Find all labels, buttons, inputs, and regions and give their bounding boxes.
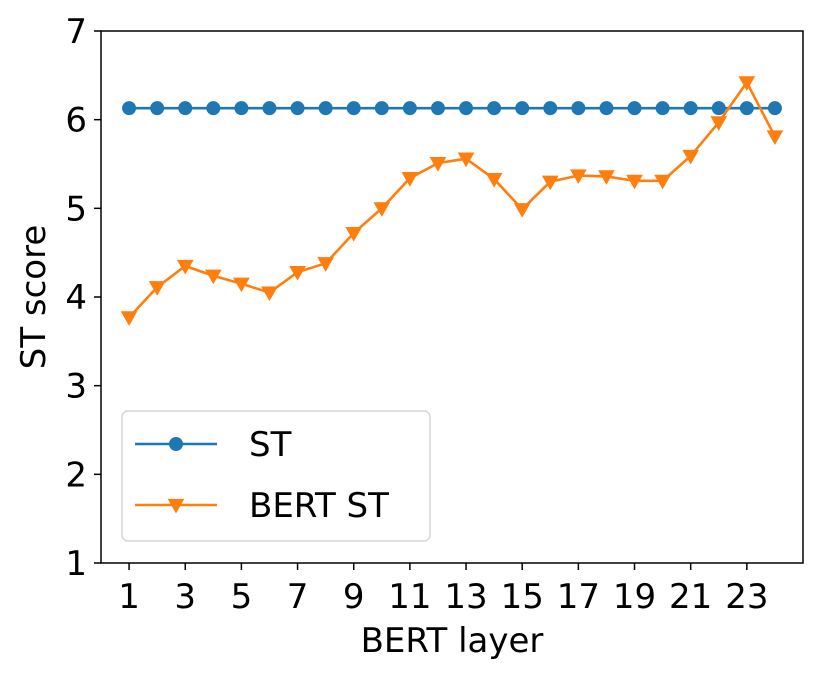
legend-item: ST <box>135 425 292 465</box>
data-point <box>373 202 391 217</box>
x-tick-label: 13 <box>444 577 487 617</box>
data-point <box>569 169 587 185</box>
data-point <box>457 152 475 168</box>
x-axis-title: BERT layer <box>361 621 544 661</box>
data-point <box>738 76 756 91</box>
y-tick-label: 4 <box>65 278 87 318</box>
data-point <box>429 156 447 172</box>
series-bert-st <box>120 76 784 326</box>
data-point <box>345 227 363 242</box>
data-point <box>120 311 138 326</box>
data-point <box>317 257 335 272</box>
data-point <box>571 101 586 116</box>
x-tick-label: 7 <box>287 577 309 617</box>
data-point <box>261 286 278 302</box>
data-point <box>654 174 671 190</box>
data-point <box>710 116 728 131</box>
x-tick-label: 3 <box>174 577 196 617</box>
data-point <box>766 130 784 146</box>
data-point <box>290 101 305 116</box>
data-point <box>289 266 306 281</box>
data-point <box>206 101 221 116</box>
x-tick-label: 21 <box>669 577 712 617</box>
data-point <box>233 277 250 293</box>
y-tick-label: 5 <box>65 189 87 229</box>
x-tick-label: 15 <box>501 577 544 617</box>
x-tick-label: 9 <box>343 577 365 617</box>
legend-label: BERT ST <box>249 486 389 526</box>
data-point <box>682 149 700 165</box>
y-tick-label: 3 <box>65 367 87 407</box>
data-point <box>739 101 754 116</box>
data-point <box>655 101 670 116</box>
x-tick-label: 11 <box>388 577 431 617</box>
x-axis: 1 3 5 7 9 11 13 15 17 19 21 23 <box>118 563 768 617</box>
plot-frame <box>100 30 804 564</box>
data-point <box>262 101 277 116</box>
data-point <box>543 101 558 116</box>
data-point <box>711 101 726 116</box>
legend-marker <box>169 437 183 451</box>
x-tick-label: 23 <box>725 577 768 617</box>
data-point <box>487 101 502 116</box>
series-layer <box>120 76 784 326</box>
data-point <box>541 175 559 191</box>
series-line <box>128 81 777 319</box>
data-point <box>598 170 615 185</box>
legend-item: BERT ST <box>135 486 389 526</box>
series-st <box>122 101 782 116</box>
y-tick-label: 2 <box>65 455 87 495</box>
data-point <box>234 101 249 116</box>
x-tick-label: 1 <box>118 577 140 617</box>
y-tick-label: 1 <box>65 544 87 584</box>
data-point <box>430 101 445 116</box>
data-point <box>176 259 194 275</box>
data-point <box>346 101 361 116</box>
data-point <box>204 269 222 285</box>
x-tick-label: 17 <box>557 577 600 617</box>
data-point <box>683 101 698 116</box>
data-point <box>459 101 474 116</box>
data-point <box>318 101 333 116</box>
data-point <box>767 101 782 116</box>
data-point <box>122 101 137 116</box>
x-tick-label: 5 <box>231 577 253 617</box>
data-point <box>626 174 643 190</box>
y-axis-title: ST score <box>14 225 54 370</box>
data-point <box>515 101 530 116</box>
data-point <box>178 101 193 116</box>
y-tick-label: 6 <box>65 101 87 141</box>
data-point <box>401 172 419 187</box>
data-point <box>402 101 417 116</box>
data-point <box>374 101 389 116</box>
y-axis: 1 2 3 4 5 6 7 <box>65 12 101 584</box>
data-point <box>599 101 614 116</box>
legend-marker <box>167 498 185 514</box>
x-tick-label: 19 <box>613 577 656 617</box>
data-point <box>627 101 642 116</box>
data-point <box>150 101 165 116</box>
legend: ST BERT ST <box>121 410 431 542</box>
legend-label: ST <box>249 425 292 465</box>
data-point <box>148 281 166 296</box>
data-point <box>485 172 503 188</box>
data-point <box>513 203 531 218</box>
y-tick-label: 7 <box>65 12 87 52</box>
